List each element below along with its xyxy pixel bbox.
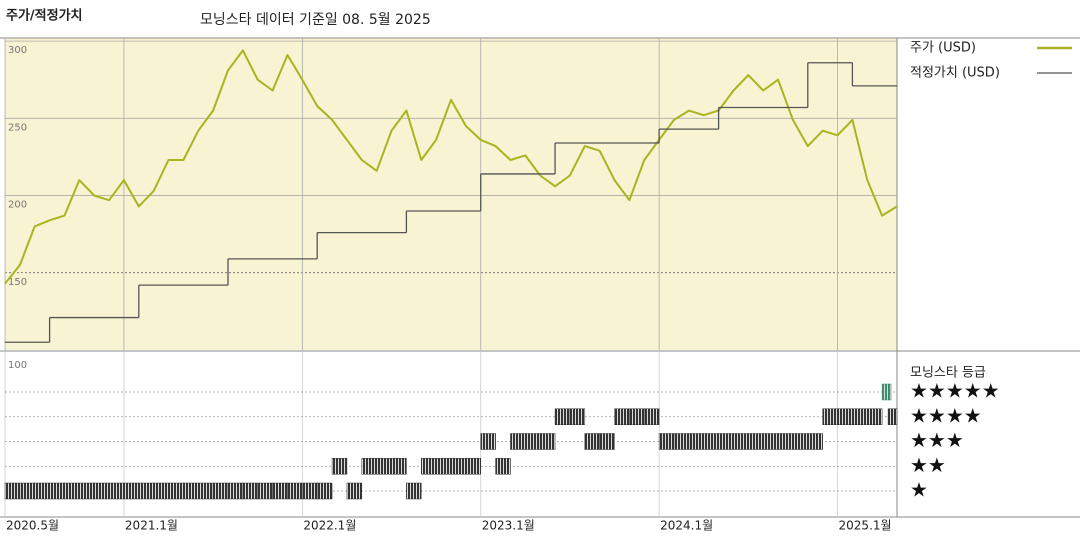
rating-bar [465,458,481,475]
rating-bar [614,408,630,425]
y-tick-label: 150 [8,277,27,288]
rating-bar [198,482,214,500]
rating-bar [450,458,467,475]
rating-bar [19,482,35,500]
legend-label: 주가 (USD) [910,41,976,56]
x-tick-label: 2024.1월 [660,519,713,533]
rating-bar [227,482,244,500]
rating-bar [539,433,556,450]
rating-bar [703,433,719,450]
rating-bar [584,433,600,450]
rating-bar [733,433,749,450]
rating-bar [792,433,809,450]
rating-bar [421,458,437,475]
y-tick-label: 300 [8,45,27,56]
rating-bar [331,458,348,475]
rating-bar [718,433,734,450]
rating-level-label: ★★ [910,453,946,477]
rating-bar [138,482,154,500]
legend-label: 적정가치 (USD) [910,66,1000,81]
rating-bar [748,433,764,450]
rating-bar [391,458,407,475]
rating-bar [406,482,422,500]
rating-bar [777,433,794,450]
y-tick-label: 250 [8,122,27,133]
chart-subtitle: 모닝스타 데이터 기준일 08. 5월 2025 [200,12,431,28]
rating-bar [346,482,363,500]
rating-bar [867,408,883,425]
y-tick-label: 200 [8,200,27,211]
rating-bar [435,458,452,475]
rating-bar [93,482,110,500]
rating-bar [525,433,541,450]
x-tick-label: 2021.1월 [125,519,178,533]
rating-bar [153,482,169,500]
rating-bar [822,408,838,425]
rating-bar [49,482,65,500]
rating-bar [108,482,125,500]
rating-bar [361,458,377,475]
price-line [4,49,898,285]
rating-bar [257,482,273,500]
rating-bar [495,458,511,475]
rating-bar [688,433,704,450]
rating-bar [599,433,615,450]
rating-bar [569,408,586,425]
rating-bar [123,482,140,500]
rating-bar [302,482,318,500]
rating-bar [881,383,892,401]
rating-bar [4,482,21,500]
rating-bar [242,482,258,500]
chart-title: 주가/적정가치 [6,8,83,24]
rating-bar [658,433,675,450]
rating-bar [807,433,823,450]
rating-bar [183,482,199,500]
rating-level-label: ★★★ [910,428,964,452]
rating-bar [887,408,898,425]
rating-bar [762,433,779,450]
rating-bar [64,482,80,500]
rating-bar [852,408,868,425]
rating-bar [480,433,496,450]
rating-bar [837,408,853,425]
rating-bar [510,433,526,450]
x-tick-label: 2023.1월 [482,519,535,533]
rating-level-label: ★★★★★ [910,379,1000,403]
rating-bar [644,408,660,425]
rating-level-label: ★★★★ [910,403,982,427]
rating-bar [79,482,95,500]
x-tick-label: 2020.5월 [6,519,59,533]
rating-level-label: ★ [910,478,928,502]
rating-bar [376,458,392,475]
rating-bar [272,482,288,500]
rating-bar [673,433,690,450]
rating-bar [287,482,303,500]
rating-bar [34,482,50,500]
rating-title: 모닝스타 등급 [910,366,986,381]
plot-background [5,38,897,350]
rating-axis-label: 100 [8,360,27,371]
rating-bar [554,408,571,425]
rating-bar [168,482,184,500]
rating-bar [316,482,333,500]
x-tick-label: 2022.1월 [303,519,356,533]
rating-bar [629,408,645,425]
x-tick-label: 2025.1월 [839,519,892,533]
rating-bar [212,482,229,500]
